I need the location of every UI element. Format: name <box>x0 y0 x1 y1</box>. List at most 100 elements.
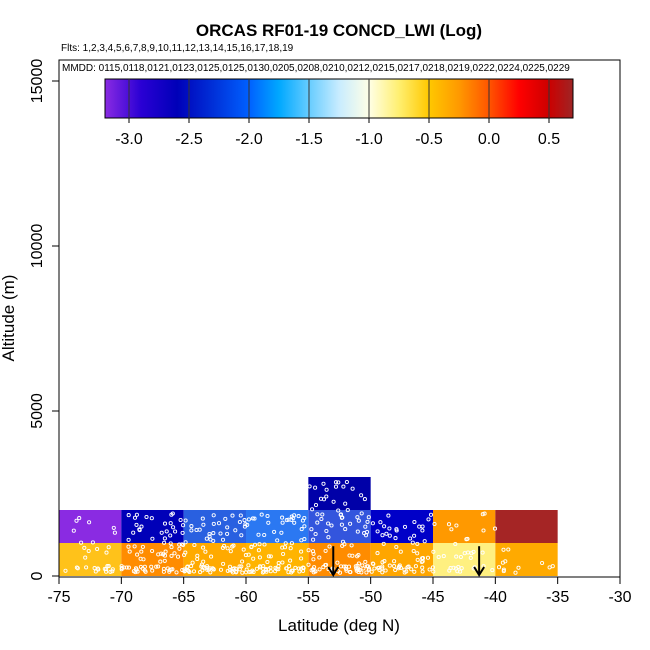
data-point <box>311 570 316 575</box>
data-point <box>402 524 408 529</box>
data-point <box>112 530 117 535</box>
data-point <box>311 557 316 562</box>
data-point <box>340 515 345 520</box>
data-point <box>225 525 230 530</box>
dates-label: MMDD: 0115,0118,0121,0123,0125,0125,0130… <box>62 63 570 74</box>
data-point <box>397 564 402 569</box>
data-point <box>245 522 250 527</box>
data-point <box>237 519 242 525</box>
data-point <box>372 566 377 571</box>
data-point <box>306 562 311 567</box>
data-point <box>211 513 216 518</box>
data-point <box>201 545 206 550</box>
data-point <box>284 518 289 523</box>
data-point <box>275 538 280 543</box>
data-point <box>240 559 245 564</box>
data-point <box>496 565 502 570</box>
data-point <box>364 570 369 575</box>
data-point <box>454 523 459 528</box>
data-point <box>280 545 285 550</box>
data-point <box>311 551 316 556</box>
data-point <box>392 564 397 569</box>
data-point <box>105 564 110 569</box>
data-point <box>92 566 97 571</box>
data-point <box>183 518 188 523</box>
data-point <box>252 516 257 521</box>
data-point <box>343 501 348 506</box>
data-point <box>106 564 111 569</box>
data-point <box>415 557 420 562</box>
data-point <box>286 517 291 522</box>
data-point <box>289 541 294 546</box>
heatmap-cell <box>246 510 309 543</box>
data-point <box>402 567 407 572</box>
data-point <box>311 537 316 542</box>
data-point <box>376 565 381 570</box>
y-tick-label: 0 <box>29 571 46 580</box>
data-point <box>190 560 195 565</box>
data-point <box>363 524 368 529</box>
data-point <box>339 522 344 527</box>
data-point <box>181 523 186 528</box>
x-tick-label: -70 <box>110 589 133 606</box>
data-point <box>179 542 184 547</box>
data-point <box>150 568 155 573</box>
data-point <box>481 528 486 533</box>
data-point <box>242 518 247 523</box>
data-point <box>169 512 174 517</box>
data-point <box>234 569 239 574</box>
data-point <box>220 545 225 550</box>
data-point <box>141 557 146 562</box>
data-point <box>246 563 251 568</box>
data-point <box>143 569 148 574</box>
data-point <box>409 567 414 572</box>
data-point <box>383 568 388 573</box>
x-tick-label: -50 <box>359 589 382 606</box>
data-point <box>225 546 230 551</box>
data-point <box>420 528 425 533</box>
colorbar-tick-label: -3.0 <box>115 131 143 148</box>
data-point <box>547 565 552 570</box>
data-point <box>350 486 355 491</box>
y-tick-label: 15000 <box>29 59 46 104</box>
data-point <box>261 569 266 574</box>
x-axis: -75 -70 -65 -60 -55 -50 -45 -40 -35 -30 <box>47 576 632 606</box>
data-point <box>221 561 226 566</box>
data-point <box>387 563 392 568</box>
heatmap-cell <box>495 510 558 543</box>
data-point <box>317 555 322 560</box>
data-point <box>86 548 91 554</box>
data-point <box>394 544 399 550</box>
data-point <box>77 516 82 521</box>
data-point <box>465 550 471 555</box>
x-tick-label: -45 <box>421 589 444 606</box>
heatmap-cell <box>121 543 184 576</box>
data-point <box>490 568 495 573</box>
data-point <box>449 527 454 532</box>
data-point <box>180 530 185 535</box>
data-point <box>329 523 334 528</box>
data-point <box>313 502 319 508</box>
data-point <box>458 569 463 574</box>
data-point <box>241 547 246 552</box>
data-point <box>380 570 385 575</box>
data-point <box>134 522 139 527</box>
data-point <box>301 568 306 573</box>
data-point <box>168 541 173 546</box>
data-point <box>393 567 398 573</box>
data-point <box>237 564 242 569</box>
data-point <box>415 551 420 556</box>
data-point <box>284 566 289 571</box>
data-point <box>95 546 100 552</box>
data-point <box>480 550 485 555</box>
data-point <box>336 480 341 485</box>
data-point <box>283 541 288 546</box>
data-point <box>307 484 312 489</box>
data-point <box>326 535 331 540</box>
data-point <box>306 548 311 553</box>
profile-arrow <box>327 546 340 577</box>
data-point <box>327 544 332 549</box>
data-point <box>200 516 205 521</box>
data-points <box>63 479 555 575</box>
data-point <box>93 569 98 574</box>
